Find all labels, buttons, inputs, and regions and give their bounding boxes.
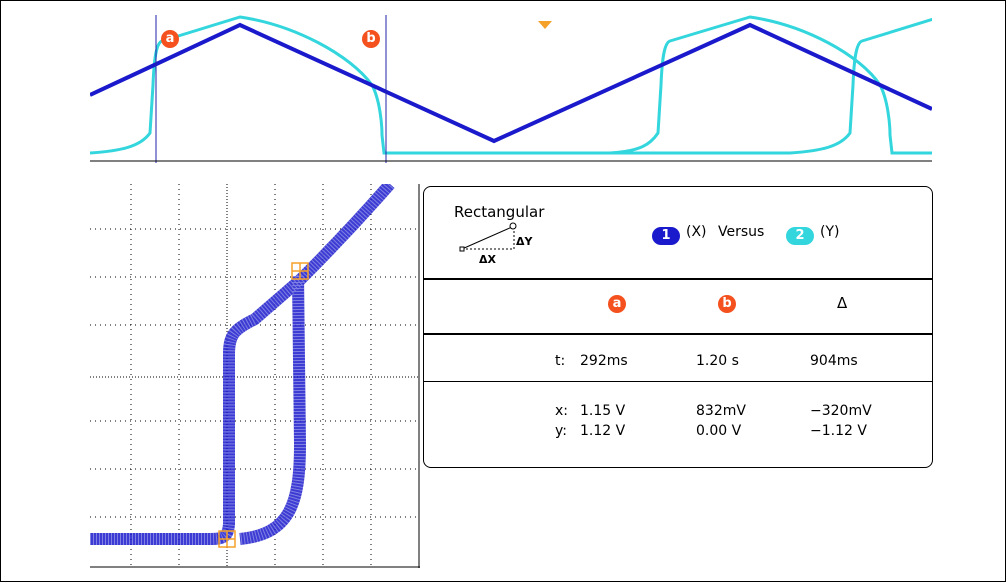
cursor-b-badge: b	[362, 30, 380, 48]
row-t-label: t:	[555, 353, 566, 369]
column-b-header: b	[718, 295, 736, 313]
column-header-divider	[424, 333, 932, 335]
row-x-delta-value: −320mV	[810, 403, 872, 419]
rectangular-mode-icon	[459, 222, 517, 252]
row-t-b-value: 1.20 s	[696, 353, 739, 369]
xy-hysteresis-trace	[90, 184, 395, 545]
row-y-b-value: 0.00 V	[696, 423, 742, 439]
cursor-a-badge: a	[161, 30, 179, 48]
trigger-position-marker[interactable]	[538, 21, 552, 29]
xy-cursor-a-marker[interactable]	[218, 530, 236, 548]
channel-2-trace	[90, 15, 932, 155]
xy-plot-panel	[90, 184, 420, 568]
row-x-label: x:	[555, 403, 569, 419]
cursor-readout-box: Rectangular ΔY ΔX 1 (X) Versus 2 (Y) a b…	[423, 186, 933, 468]
x-axis-tag: (X)	[686, 224, 707, 240]
row-t-delta-value: 904ms	[810, 353, 858, 369]
row-x-b-value: 832mV	[696, 403, 746, 419]
channel-1-trace	[90, 22, 932, 144]
time-row-divider	[424, 381, 932, 382]
row-y-label: y:	[555, 423, 567, 439]
header-divider	[424, 278, 932, 280]
row-x-a-value: 1.15 V	[580, 403, 626, 419]
column-delta-header: Δ	[837, 294, 848, 312]
channel-2-trace-second	[384, 15, 932, 155]
column-a-header: a	[608, 295, 626, 313]
delta-y-label: ΔY	[516, 235, 533, 248]
xy-trace-texture	[90, 184, 395, 545]
channel-2-number: 2	[786, 227, 814, 245]
row-t-a-value: 292ms	[580, 353, 628, 369]
channel-2-badge: 2	[786, 224, 814, 245]
graticule-grid	[90, 184, 420, 568]
time-waveform-panel	[90, 15, 932, 163]
channel-1-number: 1	[652, 227, 680, 245]
channel-1-badge: 1	[652, 224, 680, 245]
delta-x-label: ΔX	[479, 253, 496, 266]
row-y-delta-value: −1.12 V	[810, 423, 867, 439]
readout-mode-label: Rectangular	[454, 203, 545, 221]
row-y-a-value: 1.12 V	[580, 423, 626, 439]
xy-cursor-b-marker[interactable]	[291, 262, 309, 280]
graticule-axes	[90, 184, 420, 568]
y-axis-tag: (Y)	[820, 224, 840, 240]
versus-label: Versus	[718, 224, 765, 240]
